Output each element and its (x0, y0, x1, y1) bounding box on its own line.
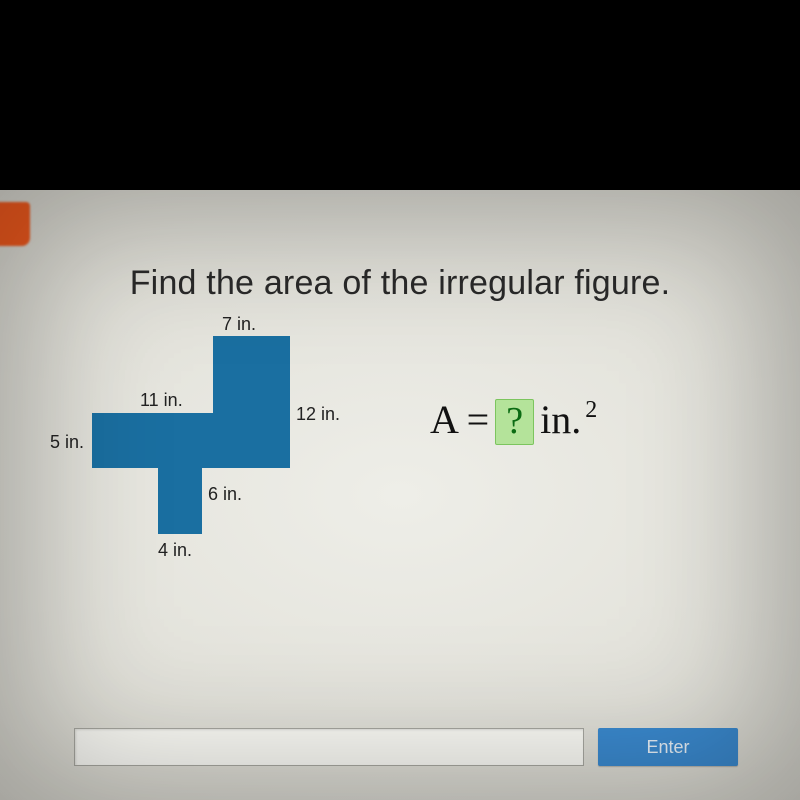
worksheet-area: Find the area of the irregular figure. 7… (0, 190, 800, 800)
dim-label-bot-4in: 4 in. (158, 540, 192, 561)
dim-label-right-12in: 12 in. (296, 404, 340, 425)
formula-prefix: A = (430, 396, 489, 443)
formula-exponent: 2 (585, 397, 597, 424)
dim-label-left-5in: 5 in. (50, 432, 84, 453)
orange-tab-peek (0, 202, 30, 246)
answer-placeholder-box[interactable]: ? (495, 399, 534, 445)
dim-label-left-11in: 11 in. (140, 390, 183, 411)
shape-mid-rect (92, 413, 290, 468)
shape-top-rect (213, 336, 290, 413)
answer-input[interactable] (74, 728, 584, 766)
enter-button[interactable]: Enter (598, 728, 738, 766)
dim-label-mid-6in: 6 in. (208, 484, 242, 505)
irregular-figure: 7 in.11 in.12 in.5 in.6 in.4 in. (92, 336, 392, 636)
area-formula: A = ? in.2 (430, 396, 597, 445)
dim-label-top-7in: 7 in. (222, 314, 256, 335)
shape-bottom-rect (158, 468, 202, 534)
formula-unit: in. (540, 396, 581, 443)
problem-title: Find the area of the irregular figure. (0, 264, 800, 303)
answer-row: Enter (74, 728, 738, 766)
screen: Find the area of the irregular figure. 7… (0, 0, 800, 800)
